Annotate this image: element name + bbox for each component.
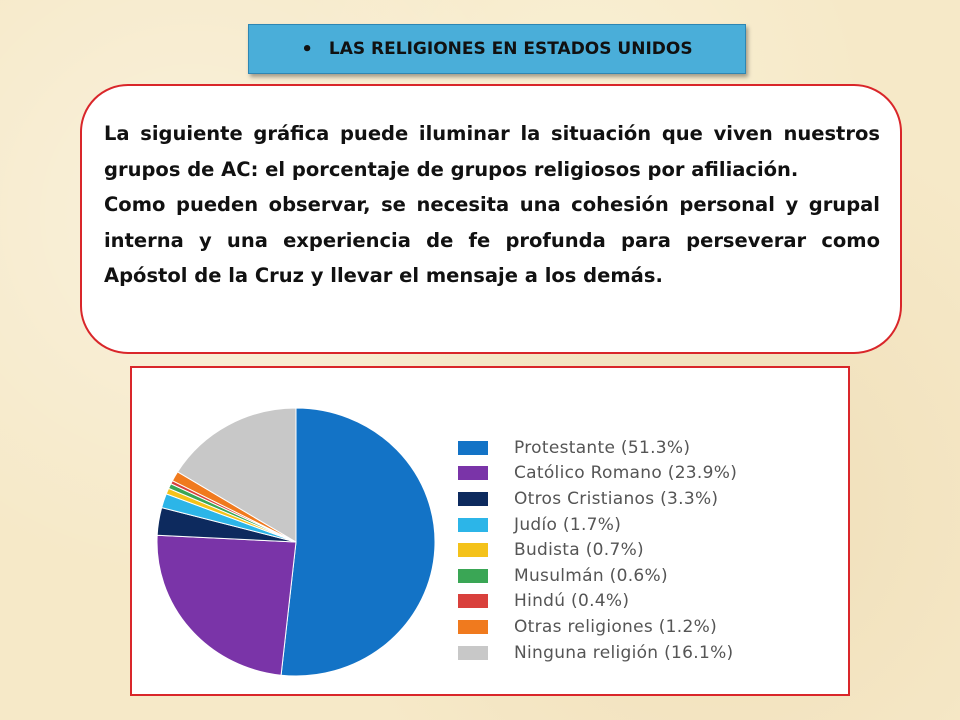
legend-item: Musulmán (0.6%) — [458, 563, 737, 589]
legend-label: Ninguna religión (16.1%) — [514, 642, 734, 663]
legend-item: Budista (0.7%) — [458, 537, 737, 563]
pie-slice-protestante — [280, 407, 436, 677]
legend-label: Judío (1.7%) — [514, 514, 622, 535]
legend-label: Otros Cristianos (3.3%) — [514, 488, 719, 509]
description-box: La siguiente gráfica puede iluminar la s… — [80, 84, 902, 354]
legend-item: Hindú (0.4%) — [458, 589, 737, 615]
legend-label: Católico Romano (23.9%) — [514, 463, 738, 484]
legend-swatch — [458, 491, 488, 506]
pie-slice-ninguna-religi-n — [176, 407, 297, 543]
pie-chart — [156, 407, 436, 677]
legend-swatch — [458, 645, 488, 660]
chart-panel: Protestante (51.3%) Católico Romano (23.9… — [130, 366, 850, 696]
legend-item: Protestante (51.3%) — [458, 435, 737, 461]
legend-item: Judío (1.7%) — [458, 512, 737, 538]
legend-swatch — [458, 543, 488, 558]
legend-swatch — [458, 517, 488, 532]
legend-label: Budista (0.7%) — [514, 540, 644, 561]
legend-item: Ninguna religión (16.1%) — [458, 640, 737, 666]
slide-title-box: • LAS RELIGIONES EN ESTADOS UNIDOS — [248, 24, 746, 74]
legend-item: Otras religiones (1.2%) — [458, 614, 737, 640]
legend-item: Otros Cristianos (3.3%) — [458, 486, 737, 512]
legend-swatch — [458, 568, 488, 583]
legend-swatch — [458, 619, 488, 634]
pie-slice-cat-lico-romano — [156, 534, 297, 676]
legend-label: Hindú (0.4%) — [514, 591, 630, 612]
legend-label: Musulmán (0.6%) — [514, 565, 668, 586]
title-bullet: • — [301, 38, 313, 60]
legend-label: Otras religiones (1.2%) — [514, 616, 717, 637]
legend-swatch — [458, 594, 488, 609]
legend-swatch — [458, 466, 488, 481]
chart-legend: Protestante (51.3%) Católico Romano (23.9… — [458, 435, 737, 665]
legend-item: Católico Romano (23.9%) — [458, 461, 737, 487]
slide-title: LAS RELIGIONES EN ESTADOS UNIDOS — [328, 39, 693, 59]
description-paragraph-1: La siguiente gráfica puede iluminar la s… — [104, 122, 880, 181]
legend-label: Protestante (51.3%) — [514, 437, 691, 458]
legend-swatch — [458, 440, 488, 455]
description-paragraph-2: Como pueden observar, se necesita una co… — [104, 193, 880, 287]
